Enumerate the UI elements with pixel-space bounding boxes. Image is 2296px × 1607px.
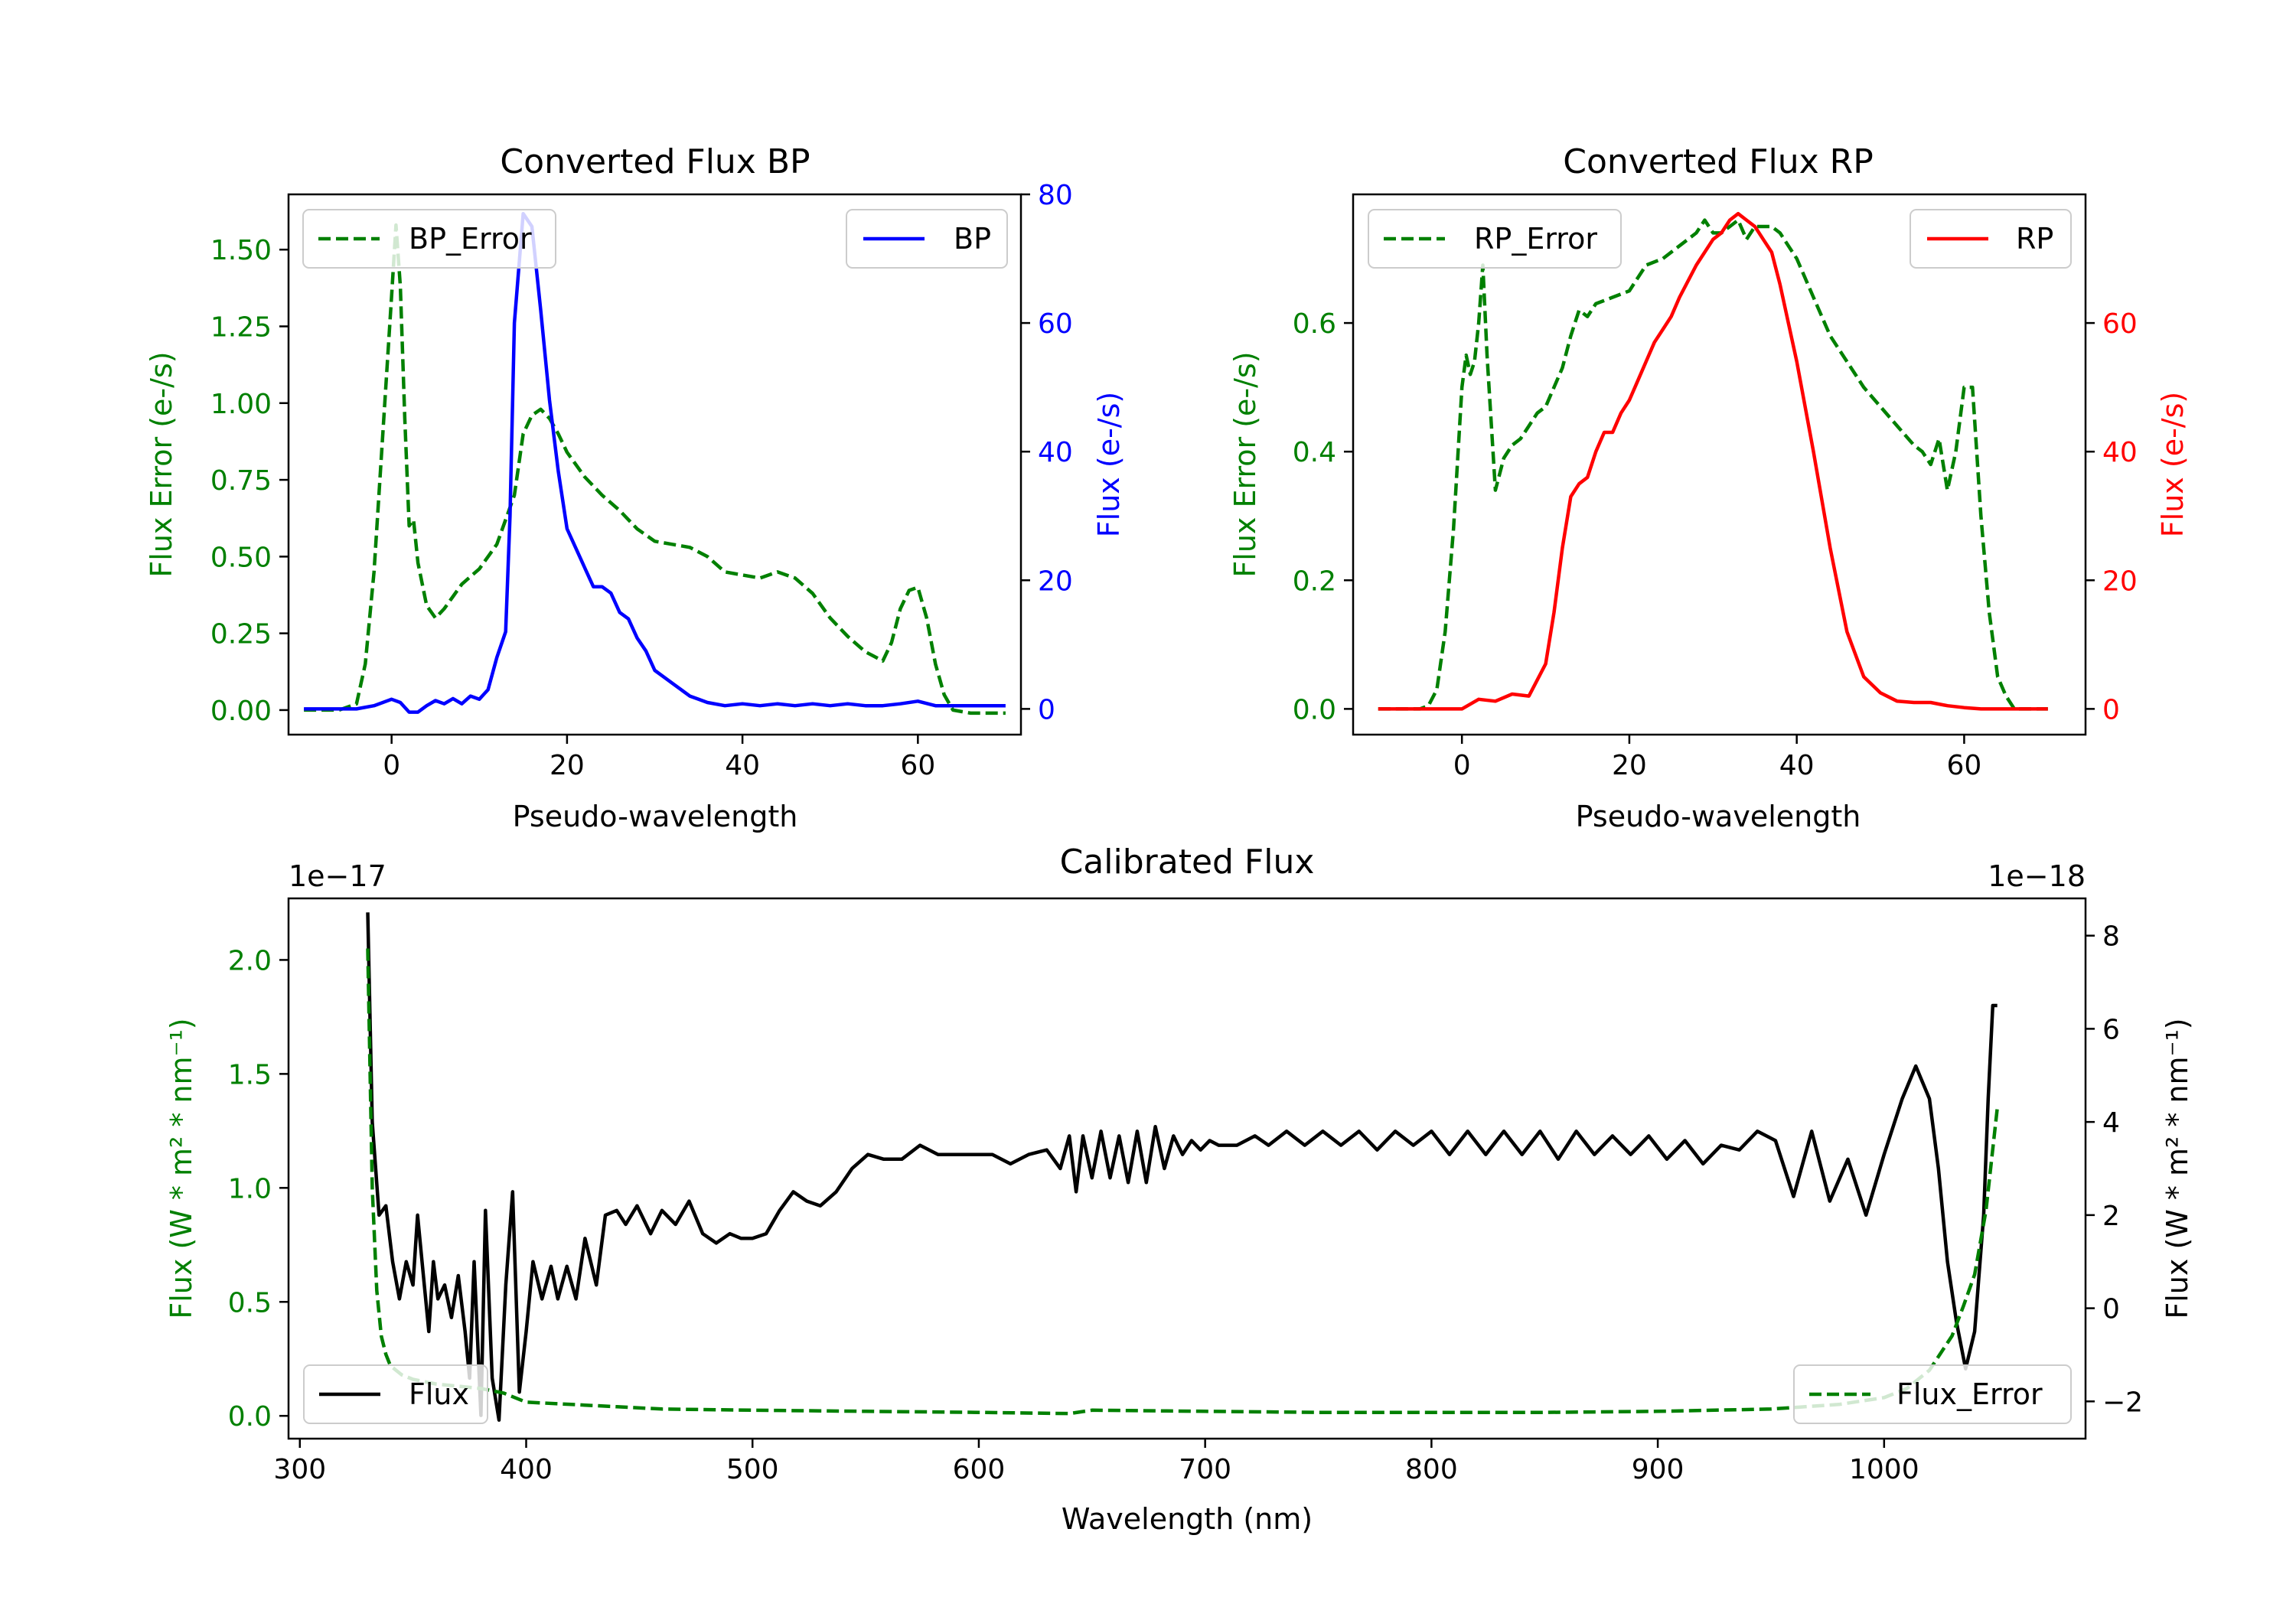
calibrated-xtick-label: 1000 [1849,1454,1919,1485]
calibrated-left-axis: 0.0 0.5 1.0 1.5 2.0 [228,945,289,1433]
bp-right-tick-label: 80 [1038,180,1073,211]
bp-xtick-label: 60 [900,750,935,781]
calibrated-left-tick-label: 0.0 [228,1401,272,1433]
flux-line [366,912,1998,1422]
calibrated-offset-right: 1e−18 [1988,859,2086,893]
bp-left-tick-label: 1.00 [210,389,272,420]
flux-legend-label: Flux [409,1377,469,1411]
rp-error-line [1378,218,2048,711]
calibrated-xtick-label: 600 [953,1454,1006,1485]
rp-right-tick-label: 60 [2102,308,2138,340]
bp-legend-right: BP [846,209,1008,269]
rp-legend-right: RP [1910,209,2072,269]
bp-left-tick-label: 0.00 [210,696,272,727]
rp-xtick-label: 60 [1947,750,1982,781]
rp-right-axis: 0 20 40 60 [2086,308,2138,725]
rp-legend-label: RP [2016,222,2053,256]
bp-left-axis: 0.00 0.25 0.50 0.75 1.00 1.25 1.50 [210,235,289,727]
calibrated-legend-right: Flux_Error [1793,1364,2072,1424]
rp-right-tick-label: 40 [2102,437,2138,468]
calibrated-right-tick-label: 4 [2102,1107,2120,1139]
bp-left-tick-label: 1.50 [210,235,272,266]
calibrated-left-tick-label: 0.5 [228,1287,272,1319]
rp-left-tick-label: 0.6 [1293,308,1336,340]
rp-plot-frame [1352,193,2087,736]
rp-xtick-label: 40 [1779,750,1815,781]
flux-error-legend-label: Flux_Error [1896,1377,2043,1411]
bp-left-tick-label: 0.75 [210,465,272,497]
bp-plot-frame [287,193,1022,736]
rp-xtick-label: 20 [1612,750,1647,781]
calibrated-ylabel-left: Flux (W * m² * nm⁻¹) [165,1018,198,1319]
calibrated-left-tick-label: 2.0 [228,945,272,976]
bp-series [304,211,1006,715]
rp-right-tick-label: 20 [2102,566,2138,597]
rp-panel: Converted Flux RP 0.0 0.2 0.4 0.6 0 20 40 60 0… [1228,142,2190,833]
bp-xtick-label: 40 [725,750,760,781]
bp-xlabel: Pseudo-wavelength [513,800,798,833]
bp-legend-left: BP_Error [302,209,556,269]
bp-left-tick-label: 0.50 [210,542,272,573]
rp-xlabel: Pseudo-wavelength [1576,800,1861,833]
rp-legend-left: RP_Error [1368,209,1622,269]
rp-ylabel-right: Flux (e-/s) [2156,392,2190,537]
bp-left-tick-label: 1.25 [210,311,272,343]
calibrated-xtick-label: 800 [1405,1454,1458,1485]
bp-xtick-label: 20 [550,750,585,781]
rp-xtick-label: 0 [1453,750,1471,781]
bp-ylabel-right: Flux (e-/s) [1092,392,1126,537]
bp-panel: Converted Flux BP 0.00 0.25 0.50 0.75 1.00 1.… [145,142,1126,833]
bp-x-axis: 0 20 40 60 [383,735,935,781]
rp-left-tick-label: 0.4 [1293,437,1336,468]
calibrated-xtick-label: 300 [273,1454,326,1485]
calibrated-right-axis: −2 0 2 4 6 8 [2086,921,2143,1418]
bp-left-tick-label: 0.25 [210,619,272,650]
calibrated-xtick-label: 900 [1632,1454,1684,1485]
rp-ylabel-left: Flux Error (e-/s) [1228,351,1262,577]
bp-error-legend-label: BP_Error [409,222,532,256]
calibrated-right-tick-label: 8 [2102,921,2120,953]
calibrated-title: Calibrated Flux [1060,843,1315,882]
calibrated-xtick-label: 500 [726,1454,779,1485]
calibrated-xtick-label: 400 [500,1454,553,1485]
calibrated-legend-left: Flux [303,1364,488,1424]
calibrated-left-tick-label: 1.5 [228,1059,272,1090]
calibrated-right-tick-label: 6 [2102,1014,2120,1045]
rp-right-tick-label: 0 [2102,694,2120,725]
flux-error-line [366,948,1999,1416]
bp-xtick-label: 0 [383,750,400,781]
rp-title: Converted Flux RP [1563,142,1874,181]
bp-title: Converted Flux BP [500,142,810,181]
calibrated-right-tick-label: −2 [2102,1387,2143,1418]
bp-right-tick-label: 60 [1038,308,1073,340]
calibrated-right-tick-label: 0 [2102,1294,2120,1325]
rp-error-legend-label: RP_Error [1474,222,1597,256]
bp-legend-label: BP [954,222,991,256]
calibrated-series [366,912,1999,1422]
calibrated-offset-left: 1e−17 [289,859,386,893]
calibrated-right-tick-label: 2 [2102,1201,2120,1232]
rp-left-axis: 0.0 0.2 0.4 0.6 [1293,308,1353,725]
calibrated-xlabel: Wavelength (nm) [1062,1502,1313,1536]
rp-left-tick-label: 0.0 [1293,694,1336,725]
rp-x-axis: 0 20 40 60 [1453,735,1982,781]
bp-right-tick-label: 0 [1038,694,1055,725]
calibrated-x-axis: 300 400 500 600 700 800 900 1000 [273,1439,1919,1485]
bp-right-tick-label: 20 [1038,566,1073,597]
rp-line [1378,211,2048,711]
bp-ylabel-left: Flux Error (e-/s) [145,351,178,577]
bp-right-tick-label: 40 [1038,437,1073,468]
bp-right-axis: 0 20 40 60 80 [1021,180,1073,725]
calibrated-left-tick-label: 1.0 [228,1173,272,1204]
bp-line [304,211,1006,714]
calibrated-xtick-label: 700 [1179,1454,1231,1485]
bp-error-line [304,223,1006,715]
calibrated-ylabel-right: Flux (W * m² * nm⁻¹) [2161,1018,2194,1319]
rp-series [1378,211,2048,711]
calibrated-panel: Calibrated Flux 1e−17 1e−18 0.0 0.5 1.0 1.5… [165,843,2194,1536]
calibrated-plot-frame [287,897,2087,1440]
rp-left-tick-label: 0.2 [1293,566,1336,597]
